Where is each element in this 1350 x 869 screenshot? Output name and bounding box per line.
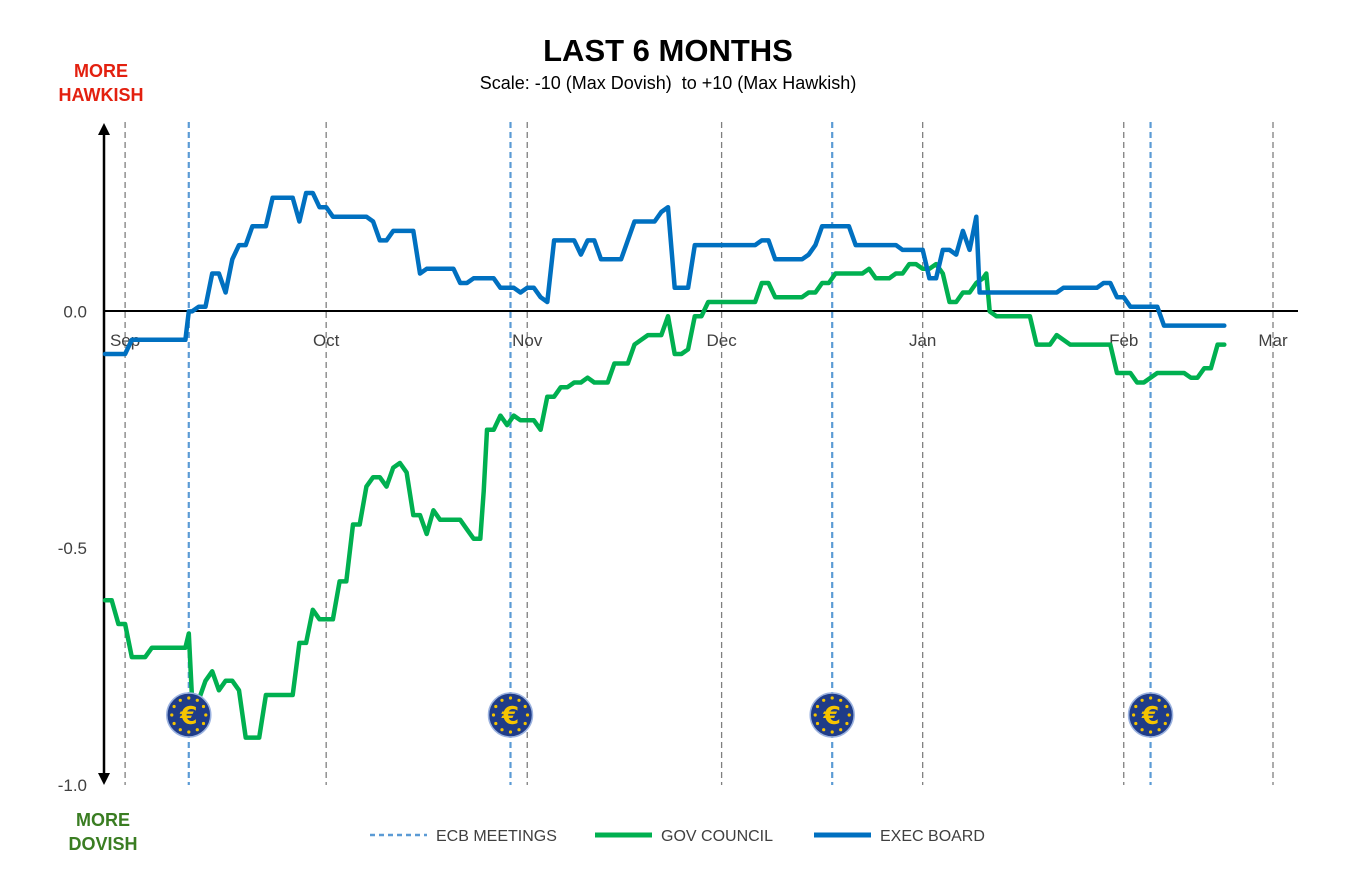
hawkish-label-line2: HAWKISH bbox=[59, 85, 144, 105]
svg-text:€: € bbox=[1141, 701, 1159, 730]
dovish-label-line2: DOVISH bbox=[68, 834, 137, 854]
euro-icon: € bbox=[487, 692, 534, 738]
x-tick-label: Mar bbox=[1258, 331, 1288, 350]
euro-icon: € bbox=[1127, 692, 1174, 738]
x-tick-labels: Sep Oct Nov Dec Jan Feb Mar bbox=[110, 331, 1288, 350]
x-tick-label: Nov bbox=[512, 331, 543, 350]
x-tick-label: Oct bbox=[313, 331, 340, 350]
svg-text:€: € bbox=[501, 701, 519, 730]
month-gridlines bbox=[124, 122, 1274, 785]
dovish-label-line1: MORE bbox=[76, 810, 130, 830]
ecb-icons: € € € € bbox=[166, 692, 1174, 738]
x-tick-label: Dec bbox=[706, 331, 737, 350]
x-tick-label: Jan bbox=[909, 331, 936, 350]
legend-ecb-label: ECB MEETINGS bbox=[436, 828, 557, 845]
x-tick-label: Sep bbox=[110, 331, 140, 350]
y-axis-arrowhead-bottom bbox=[98, 773, 110, 785]
svg-text:€: € bbox=[179, 701, 197, 730]
chart-subtitle: Scale: -10 (Max Dovish) to +10 (Max Hawk… bbox=[480, 73, 857, 93]
x-tick-label: Feb bbox=[1109, 331, 1138, 350]
legend-gov-label: GOV COUNCIL bbox=[661, 828, 773, 845]
y-tick-label: -1.0 bbox=[58, 776, 87, 795]
y-axis-arrowhead-top bbox=[98, 123, 110, 135]
y-tick-labels: 0.0 -0.5 -1.0 bbox=[58, 302, 87, 795]
y-tick-label: 0.0 bbox=[63, 302, 87, 321]
hawkish-label-line1: MORE bbox=[74, 61, 128, 81]
euro-icon: € bbox=[809, 692, 855, 738]
chart-title: LAST 6 MONTHS bbox=[543, 33, 793, 68]
gov-council-line bbox=[102, 261, 1227, 740]
svg-text:€: € bbox=[822, 701, 840, 730]
series-lines bbox=[102, 190, 1227, 740]
euro-icon: € bbox=[166, 692, 212, 738]
legend: ECB MEETINGS GOV COUNCIL EXEC BOARD bbox=[370, 828, 985, 845]
exec-board-line bbox=[102, 190, 1227, 357]
y-tick-label: -0.5 bbox=[58, 539, 87, 558]
legend-exec-label: EXEC BOARD bbox=[880, 828, 985, 845]
